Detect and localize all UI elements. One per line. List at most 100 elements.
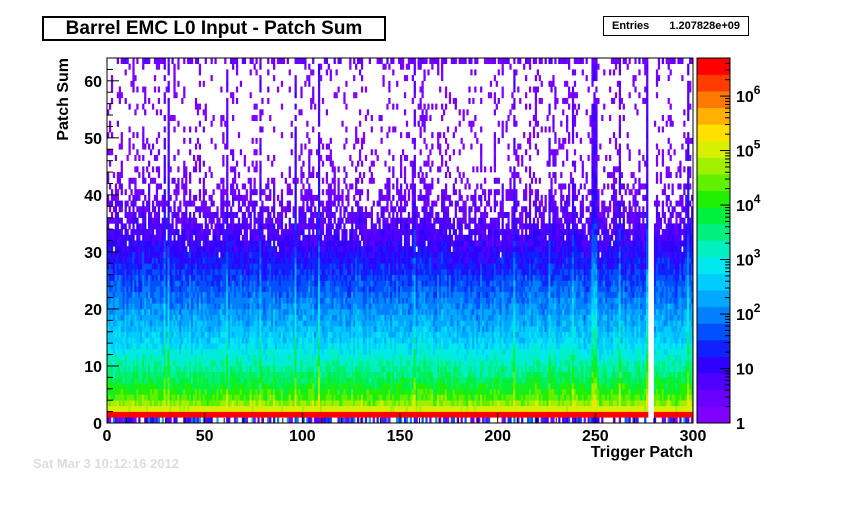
heatmap-cell (118, 269, 121, 276)
heatmap-cell (288, 417, 291, 424)
heatmap-cell (226, 69, 229, 76)
heatmap-cell (282, 331, 286, 338)
heatmap-cell (312, 86, 315, 93)
heatmap-cell (273, 177, 276, 184)
heatmap-cell (165, 274, 168, 281)
heatmap-cell (317, 103, 321, 110)
heatmap-cell (179, 405, 182, 412)
heatmap-cell (230, 377, 233, 384)
heatmap-cell (163, 217, 166, 224)
heatmap-cell (282, 337, 286, 344)
heatmap-cell (153, 320, 157, 327)
heatmap-cell (140, 240, 143, 247)
heatmap-cell (269, 269, 272, 276)
heatmap-cell (321, 206, 325, 213)
heatmap-cell (151, 365, 155, 372)
heatmap-cell (304, 211, 307, 218)
heatmap-cell (222, 411, 225, 418)
heatmap-cell (329, 194, 332, 201)
heatmap-cell (241, 354, 245, 361)
heatmap-cell (196, 229, 200, 236)
heatmap-cell (298, 337, 301, 344)
heatmap-cell (286, 234, 289, 241)
heatmap-cell (323, 411, 327, 418)
heatmap-cell (288, 377, 291, 384)
heatmap-cell (220, 240, 223, 247)
heatmap-cell (206, 206, 209, 213)
heatmap-cell (329, 383, 332, 390)
heatmap-cell (216, 246, 219, 253)
heatmap-cell (136, 217, 139, 224)
heatmap-cell (212, 115, 215, 122)
heatmap-cell (243, 365, 246, 372)
heatmap-cell (114, 291, 118, 298)
heatmap-cell (308, 383, 311, 390)
heatmap-cell (155, 400, 159, 407)
heatmap-cell (146, 297, 149, 304)
heatmap-cell (175, 417, 178, 424)
heatmap-cell (233, 411, 237, 418)
heatmap-cell (187, 274, 190, 281)
heatmap-cell (196, 274, 200, 281)
heatmap-cell (138, 286, 141, 293)
heatmap-cell (107, 326, 110, 333)
heatmap-cell (159, 320, 162, 327)
heatmap-cell (136, 314, 139, 321)
heatmap-cell (110, 383, 114, 390)
heatmap-cell (163, 194, 166, 201)
heatmap-cell (245, 246, 248, 253)
heatmap-cell (325, 394, 329, 401)
heatmap-cell (167, 411, 170, 418)
heatmap-cell (218, 348, 221, 355)
heatmap-cell (196, 251, 200, 258)
heatmap-cell (204, 211, 207, 218)
heatmap-cell (192, 365, 196, 372)
heatmap-cell (169, 354, 172, 361)
heatmap-cell (151, 143, 155, 150)
heatmap-cell (335, 360, 338, 367)
heatmap-cell (114, 405, 118, 412)
heatmap-cell (107, 274, 110, 281)
heatmap-cell (284, 223, 287, 230)
heatmap-cell (179, 320, 182, 327)
heatmap-cell (165, 308, 168, 315)
heatmap-cell (314, 274, 317, 281)
heatmap-cell (204, 115, 207, 122)
heatmap-cell (306, 251, 309, 258)
heatmap-cell (317, 80, 321, 87)
heatmap-cell (218, 394, 221, 401)
heatmap-cell (157, 251, 161, 258)
heatmap-cell (317, 308, 321, 315)
heatmap-cell (118, 405, 121, 412)
heatmap-cell (253, 303, 256, 310)
heatmap-cell (273, 400, 276, 407)
heatmap-cell (110, 200, 114, 207)
heatmap-cell (278, 343, 282, 350)
heatmap-cell (173, 388, 176, 395)
heatmap-cell (116, 320, 120, 327)
heatmap-cell (253, 217, 256, 224)
heatmap-cell (243, 217, 246, 224)
heatmap-cell (300, 246, 303, 253)
heatmap-cell (300, 314, 303, 321)
heatmap-cell (280, 326, 284, 333)
heatmap-cell (226, 417, 229, 424)
heatmap-cell (140, 211, 143, 218)
heatmap-cell (288, 251, 291, 258)
heatmap-cell (206, 383, 209, 390)
heatmap-cell (294, 183, 297, 190)
heatmap-cell (288, 286, 291, 293)
heatmap-cell (167, 217, 170, 224)
heatmap-cell (173, 189, 176, 196)
heatmap-cell (247, 394, 250, 401)
heatmap-cell (317, 377, 321, 384)
heatmap-cell (146, 365, 149, 372)
heatmap-cell (298, 297, 301, 304)
heatmap-cell (107, 172, 110, 179)
heatmap-cell (171, 348, 174, 355)
heatmap-cell (200, 320, 204, 327)
heatmap-cell (306, 371, 309, 378)
heatmap-cell (327, 143, 330, 150)
heatmap-cell (112, 303, 116, 310)
heatmap-cell (294, 348, 297, 355)
